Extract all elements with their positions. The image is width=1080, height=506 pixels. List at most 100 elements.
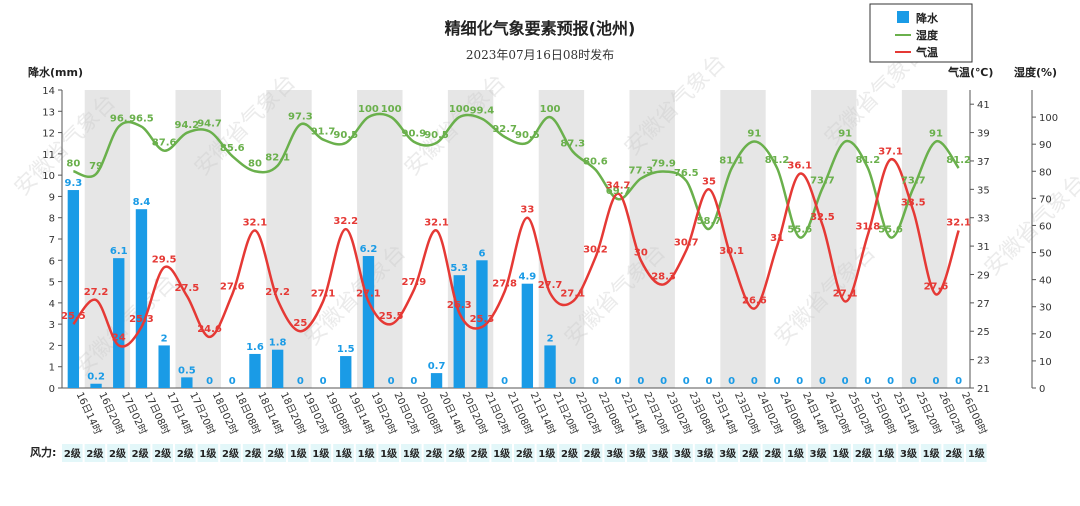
temperature-data-label: 26.3 [447,300,472,311]
wind-cell-bg [310,444,332,462]
wind-cell-bg [378,444,399,462]
wind-cell: 3级 [629,447,647,460]
humidity-data-label: 100 [449,104,470,115]
humidity-data-label: 91 [838,128,852,139]
temperature-data-label: 32.1 [946,217,971,228]
wind-cell-bg [717,444,738,462]
wind-cell: 1级 [312,447,330,460]
precip-data-label: 0 [751,376,758,387]
y-tick-label-humidity: 40 [1039,276,1052,287]
y-tick-label-precip: 5 [49,278,55,289]
precip-data-label: 1.8 [269,338,287,349]
precip-data-label: 0 [501,376,508,387]
humidity-data-label: 85.6 [220,143,245,154]
y-tick-label-precip: 10 [42,171,55,182]
y-tick-label-precip: 4 [49,299,55,310]
precip-data-label: 1.5 [337,344,355,355]
humidity-data-label: 96.5 [129,114,154,125]
wind-cell-bg [355,444,377,462]
precip-data-label: 0 [796,376,803,387]
humidity-data-label: 87.3 [560,138,585,149]
wind-cell: 1级 [493,447,511,460]
night-bands [84,90,948,388]
wind-cell: 2级 [584,447,602,460]
precip-data-label: 0 [887,376,894,387]
precip-data-label: 0 [864,376,871,387]
wind-cell: 2级 [109,447,127,460]
humidity-data-label: 79.9 [651,159,676,170]
y-tick-label-humidity: 60 [1039,221,1052,232]
y-tick-label-precip: 1 [49,363,55,374]
wind-cell: 2级 [425,447,443,460]
wind-cell: 1级 [538,447,556,460]
wind-cell-bg [966,444,987,462]
precip-data-label: 0 [910,376,917,387]
humidity-data-label: 87.6 [152,138,177,149]
wind-cell-bg [762,444,784,462]
wind-row-label: 风力: [30,445,56,459]
wind-cell: 1级 [968,447,986,460]
humidity-data-label: 55.6 [787,224,812,235]
legend-temp-label: 气温 [915,45,938,59]
temperature-data-label: 24 [112,332,126,343]
wind-cell: 1级 [199,447,217,460]
y-tick-label-temp: 23 [977,356,990,367]
precip-data-label: 9.3 [64,178,82,189]
temperature-data-label: 34.7 [606,181,631,192]
y-axis-precip-label: 降水(mm) [28,65,83,79]
precip-data-label: 0 [229,376,236,387]
precip-data-label: 0 [206,376,213,387]
legend-precip-swatch [897,11,909,23]
humidity-data-label: 96. [110,114,128,125]
wind-cell: 3级 [674,447,692,460]
wind-cell: 2级 [267,447,285,460]
precip-bar [249,353,261,388]
humidity-data-label: 100 [358,104,379,115]
precip-data-label: 0.5 [178,365,196,376]
y-tick-label-humidity: 90 [1039,140,1052,151]
wind-cell-bg [265,444,286,462]
humidity-data-label: 94.7 [197,118,222,129]
precip-bar [135,209,148,388]
precip-bar [67,190,80,388]
wind-cell-bg [107,444,128,462]
y-tick-label-temp: 33 [977,214,990,225]
y-tick-label-precip: 11 [42,150,55,161]
humidity-data-label: 81.1 [719,155,744,166]
temperature-data-label: 25.5 [61,311,86,322]
wind-cell: 3级 [810,447,828,460]
wind-cell-bg [649,444,671,462]
temperature-data-label: 25.3 [470,314,495,325]
y-tick-label-precip: 13 [42,107,55,118]
y-tick-label-precip: 8 [49,214,55,225]
wind-cell: 3级 [900,447,918,460]
y-tick-label-precip: 12 [42,129,55,140]
band [629,90,675,388]
humidity-data-label: 58.7 [697,216,722,227]
wind-cell: 1级 [787,447,805,460]
wind-cell: 1级 [877,447,895,460]
wind-cell: 2级 [245,447,263,460]
precip-data-label: 0 [569,376,576,387]
precip-data-label: 0 [615,376,622,387]
y-tick-label-temp: 21 [977,384,990,395]
precip-bar [158,345,170,388]
precip-data-label: 0.2 [87,372,105,383]
temperature-data-label: 33 [520,205,534,216]
humidity-data-label: 80 [66,158,80,169]
temperature-data-label: 30.1 [719,246,744,257]
wind-cell: 2级 [177,447,195,460]
wind-row: 2级 2级 2级 2级 2级 2级 1级 2级 2级 2级 1级 1级 1级 1级 1级 1级 2级 2级 2级 1级… [62,444,987,462]
humidity-data-label: 77.3 [629,166,654,177]
temperature-data-label: 29.5 [152,254,177,265]
temperature-data-label: 32.2 [333,216,358,227]
humidity-data-label: 79 [89,161,103,172]
y-tick-label-temp: 35 [977,185,990,196]
temperature-data-label: 27.9 [402,277,427,288]
data-labels: 9.3 0.2 6.1 8.4 2 0.5 0 0 1.6 1.8 0 0 1.5 6.2 0 0 0.7 5.3… [61,104,971,387]
y-tick-label-humidity: 50 [1039,249,1052,260]
precip-data-label: 0 [297,376,304,387]
wind-cell-bg [514,444,535,462]
precip-data-label: 0 [955,376,962,387]
